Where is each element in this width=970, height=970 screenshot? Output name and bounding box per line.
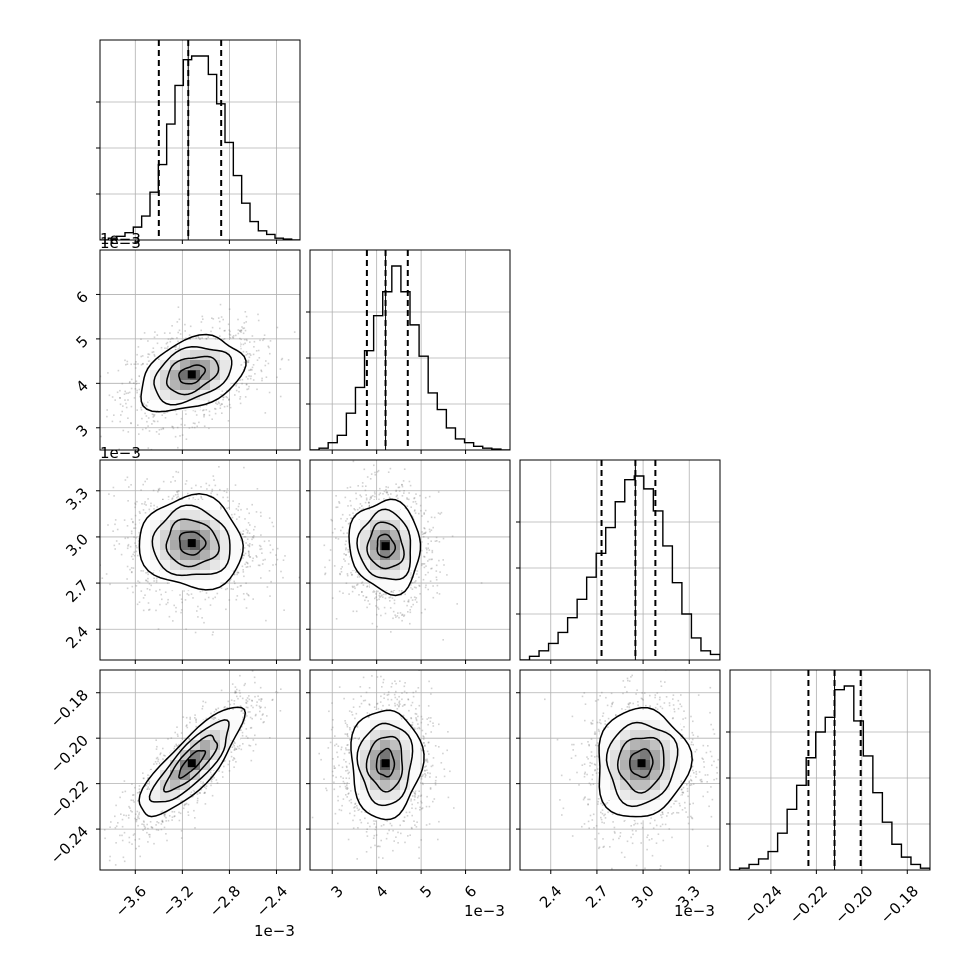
histogram-panel	[726, 669, 931, 871]
density-peak	[637, 759, 646, 768]
histogram-steps	[100, 55, 300, 240]
panel-frame	[99, 39, 301, 241]
y-tick-label: 2.4	[62, 623, 92, 653]
contour-line	[148, 719, 230, 803]
x-tick-label: −2.8	[206, 882, 244, 920]
contour-line	[138, 706, 247, 818]
contour-line	[616, 736, 665, 794]
scatter-panel	[309, 669, 511, 871]
scatter-panel	[99, 459, 301, 661]
panel-frame	[729, 669, 931, 871]
contour-line	[162, 734, 219, 793]
x-tick-label: −0.20	[831, 882, 876, 927]
y-offset-text: 1e−3	[100, 234, 141, 252]
contour-line	[376, 533, 397, 559]
contour-line	[356, 722, 414, 807]
x-tick-label: 6	[461, 882, 480, 901]
contour-line	[151, 504, 231, 577]
y-tick-label: −0.20	[47, 731, 92, 776]
density-peak	[187, 759, 196, 768]
contour-line	[165, 518, 220, 568]
x-offset-text: 1e−3	[464, 902, 505, 920]
contour-line	[178, 531, 207, 556]
x-offset-text: 1e−3	[674, 902, 715, 920]
panel-frame	[99, 669, 301, 871]
x-tick-label: 3.0	[628, 882, 658, 912]
x-tick-label: −3.6	[112, 882, 150, 920]
density-grid	[140, 500, 241, 591]
x-tick-label: 4	[372, 882, 391, 901]
x-tick-label: −3.2	[159, 882, 197, 920]
histogram-steps	[310, 265, 510, 450]
y-tick-label: −0.22	[47, 777, 92, 822]
x-tick-label: −0.18	[877, 882, 922, 927]
scatter-panel	[99, 249, 301, 451]
y-tick-label: −0.18	[47, 686, 92, 731]
contour-line	[153, 346, 233, 406]
contour-line	[348, 498, 422, 597]
density-peak	[381, 759, 390, 768]
density-grid	[600, 710, 691, 821]
y-tick-label: 2.7	[62, 576, 92, 606]
y-tick-label: 3	[73, 421, 92, 440]
contour-line	[178, 749, 207, 779]
scatter-panel	[519, 669, 721, 871]
histogram-panel	[516, 459, 721, 661]
x-tick-label: 3	[327, 882, 346, 901]
panel-frame	[99, 459, 301, 661]
scatter-panel	[99, 669, 301, 871]
y-tick-label: 6	[73, 288, 92, 307]
panel-frame	[309, 459, 511, 661]
histogram-steps	[520, 475, 720, 660]
panel-frame	[519, 669, 721, 871]
contour-line	[165, 355, 220, 396]
panel-frame	[309, 669, 511, 871]
density-peak	[381, 542, 390, 551]
y-tick-label: 3.3	[62, 484, 92, 514]
y-tick-label: −0.24	[47, 822, 92, 867]
contour-line	[598, 706, 693, 818]
contour-line	[138, 493, 244, 591]
y-tick-label: 4	[73, 377, 92, 396]
contour-line	[140, 333, 247, 413]
scatter-panel	[309, 459, 511, 661]
x-tick-label: −0.22	[786, 882, 831, 927]
x-offset-text: 1e−3	[254, 922, 295, 940]
x-tick-label: −2.4	[253, 882, 291, 920]
contour-line	[365, 735, 404, 793]
histogram-panel	[306, 249, 511, 451]
y-offset-text: 1e−3	[100, 444, 141, 462]
density-peak	[187, 370, 196, 379]
panel-frame	[519, 459, 721, 661]
contour-line	[605, 721, 679, 808]
contour-line	[366, 521, 405, 570]
density-peak	[187, 539, 196, 548]
panel-frame	[309, 249, 511, 451]
contour-line	[356, 508, 412, 581]
x-tick-label: 2.4	[536, 882, 566, 912]
contour-line	[375, 747, 396, 778]
contour-line	[350, 709, 425, 821]
density-grid	[350, 710, 421, 821]
x-tick-label: 5	[416, 882, 435, 901]
x-tick-label: −0.24	[740, 882, 785, 927]
hist-offset-text: 1e−3	[100, 230, 141, 248]
panel-frame	[99, 249, 301, 451]
y-tick-label: 3.0	[62, 530, 92, 560]
y-tick-label: 5	[73, 332, 92, 351]
contour-line	[178, 364, 207, 385]
histogram-panel	[96, 39, 301, 241]
x-tick-label: 2.7	[582, 882, 612, 912]
contour-line	[629, 748, 654, 779]
